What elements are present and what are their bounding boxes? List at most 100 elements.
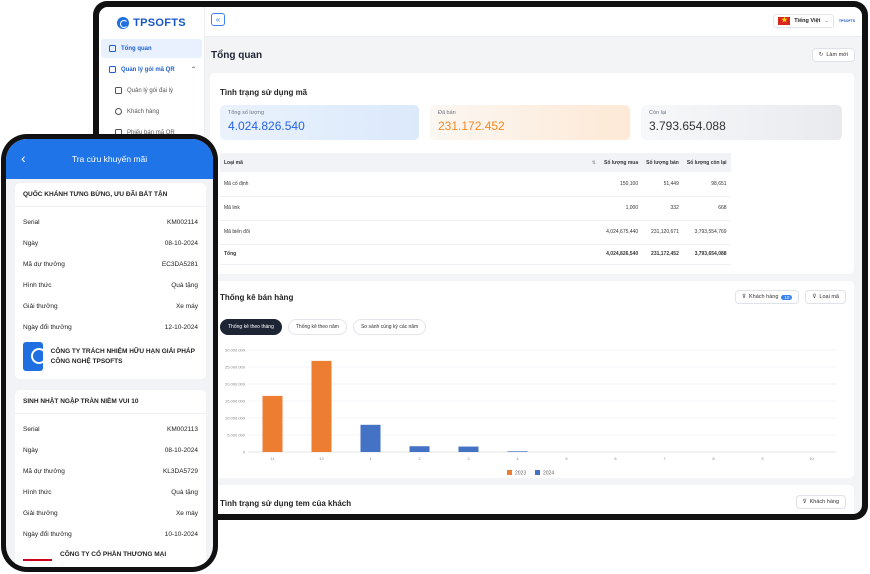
legend-label: 2024 bbox=[543, 471, 554, 477]
x-tick-label: 7 bbox=[663, 456, 666, 461]
sales-filters: ⊽ Khách hàng 10 ⊽ Loại mã bbox=[734, 290, 846, 304]
promo-row: Ngày đổi thưởng 12-10-2024 bbox=[23, 324, 198, 331]
company-logo bbox=[23, 549, 52, 561]
y-tick-label: 5.000.000 bbox=[227, 433, 246, 438]
x-tick-label: 8 bbox=[712, 456, 715, 461]
bar-2024 bbox=[360, 424, 381, 452]
promo-row: Giải thưởng Xe máy bbox=[23, 303, 198, 310]
y-tick-label: 10.000.000 bbox=[225, 416, 246, 421]
customer-usage-filter-button[interactable]: ⊽ Khách hàng bbox=[795, 495, 846, 509]
company-name: CÔNG TY CỔ PHẦN THƯƠNG MẠI bbox=[60, 551, 167, 559]
chevron-up-icon: ⌃ bbox=[190, 67, 196, 73]
legend-swatch-2024 bbox=[535, 470, 540, 475]
legend-label: 2023 bbox=[515, 471, 526, 477]
filter-icon: ⊽ bbox=[802, 499, 807, 505]
column-header[interactable]: Loại mã ⇅ bbox=[220, 153, 600, 172]
x-tick-label: 11 bbox=[270, 456, 275, 461]
language-selector[interactable]: Tiếng Việt ⌄ bbox=[773, 14, 834, 28]
filter-count-badge: 10 bbox=[781, 294, 793, 300]
y-tick-label: 20.000.000 bbox=[225, 382, 246, 387]
legend-swatch-2023 bbox=[507, 470, 512, 475]
dashboard-screen: TPSOFTS Tổng quan Quản lý gói mã QR ⌃ Qu… bbox=[99, 7, 862, 514]
chevron-down-icon: ⌄ bbox=[824, 18, 829, 24]
column-header[interactable]: Số lượng bán bbox=[642, 153, 683, 172]
refresh-icon: ↻ bbox=[818, 52, 824, 58]
sidebar-item-label: Quản lý gói đại lý bbox=[127, 87, 174, 94]
x-tick-label: 2 bbox=[418, 456, 421, 461]
phone-frame: ‹ Tra cứu khuyến mãi QUỐC KHÁNH TƯNG BỪN… bbox=[1, 134, 218, 572]
x-tick-label: 10 bbox=[809, 456, 814, 461]
logo-icon bbox=[117, 17, 130, 29]
customer-filter-button[interactable]: ⊽ Khách hàng 10 bbox=[734, 290, 800, 304]
promo-card[interactable]: QUỐC KHÁNH TƯNG BỪNG, ƯU ĐÃI BẤT TẬN Ser… bbox=[15, 183, 206, 379]
bar-2024 bbox=[507, 451, 528, 452]
promo-row: Hình thức Quà tặng bbox=[23, 282, 198, 289]
table-total-row: Tổng 4,024,826,540 231,172,452 3,793,654,08… bbox=[220, 244, 731, 265]
card-title: Tình trạng sử dụng mã bbox=[220, 88, 308, 97]
code-type-filter-button[interactable]: ⊽ Loại mã bbox=[805, 290, 846, 304]
promo-row: Serial KM002114 bbox=[23, 219, 198, 226]
sales-bar-chart: 30.000.000 25.000.000 20.000.000 1 5.000.000… bbox=[225, 348, 836, 477]
page-header: Tổng quan ↻ Làm mới bbox=[205, 37, 862, 73]
language-label: Tiếng Việt bbox=[794, 18, 821, 24]
refresh-button[interactable]: ↻ Làm mới bbox=[811, 48, 855, 62]
stat-remaining: Còn lại 3.793.654.088 bbox=[641, 105, 842, 140]
promo-row: Hình thức Quà tặng bbox=[23, 489, 198, 496]
back-arrow-icon[interactable]: ‹ bbox=[21, 150, 26, 166]
y-tick-label: 25.000.000 bbox=[225, 365, 246, 370]
company-name: CÔNG TY TRÁCH NHIỆM HỮU HẠN GIẢI PHÁP CÔ… bbox=[50, 348, 195, 365]
usage-table: Loại mã ⇅ Số lượng mua Số lượng bán Số lư… bbox=[220, 153, 731, 265]
filter-icon: ⊽ bbox=[812, 294, 817, 300]
bar-2023 bbox=[311, 360, 332, 452]
sidebar-item-label: Khách hàng bbox=[127, 108, 160, 115]
table-row: Mã link 1,000 332 668 bbox=[220, 196, 731, 221]
promo-row: Ngày 08-10-2024 bbox=[23, 447, 198, 454]
collapse-sidebar-button[interactable]: « bbox=[211, 13, 225, 26]
bar-2023 bbox=[262, 395, 283, 452]
promo-card[interactable]: SINH NHẬT NGẬP TRÀN NIỀM VUI 10 Serial KM… bbox=[15, 390, 206, 567]
table-row: Mã cố định 150,100 51,449 98,651 bbox=[220, 172, 731, 197]
page-title: Tổng quan bbox=[211, 49, 263, 61]
dashboard-icon bbox=[109, 45, 116, 52]
promo-title: QUỐC KHÁNH TƯNG BỪNG, ƯU ĐÃI BẤT TẬN bbox=[15, 183, 206, 207]
tab-yearly[interactable]: Thống kê theo năm bbox=[287, 319, 347, 335]
laptop-frame: TPSOFTS Tổng quan Quản lý gói mã QR ⌃ Qu… bbox=[93, 1, 868, 520]
table-row: Mã biến đổi 4,024,675,440 231,120,671 3,793… bbox=[220, 220, 731, 245]
promo-row: Mã dự thưởng EC3DA5281 bbox=[23, 261, 198, 268]
tab-monthly[interactable]: Thống kê theo tháng bbox=[220, 319, 282, 335]
qr-icon bbox=[109, 66, 116, 73]
card-title: Tình trạng sử dụng tem của khách bbox=[220, 499, 352, 508]
company-block: CÔNG TY CỔ PHẦN THƯƠNG MẠI bbox=[15, 545, 206, 565]
y-tick-label: 0 bbox=[243, 450, 246, 455]
sort-icon: ⇅ bbox=[591, 159, 596, 166]
app-logo: TPSOFTS bbox=[99, 9, 204, 37]
sidebar-item-agent-packages[interactable]: Quản lý gói đại lý bbox=[101, 81, 202, 100]
code-usage-card: Tình trạng sử dụng mã Tổng số lượng 4.02… bbox=[210, 73, 854, 274]
phone-title: Tra cứu khuyến mãi bbox=[71, 154, 148, 164]
column-header[interactable]: Số lượng còn lại bbox=[682, 153, 731, 172]
company-block: CÔNG TY TRÁCH NHIỆM HỮU HẠN GIẢI PHÁP CÔ… bbox=[15, 338, 206, 375]
promo-row: Ngày 08-10-2024 bbox=[23, 240, 198, 247]
column-header[interactable]: Số lượng mua bbox=[600, 153, 643, 172]
tab-compare[interactable]: So sánh cùng kỳ các năm bbox=[352, 319, 427, 335]
phone-header: ‹ Tra cứu khuyến mãi bbox=[6, 139, 213, 179]
customer-usage-card: Tình trạng sử dụng tem của khách ⊽ Khách… bbox=[210, 485, 854, 514]
phone-screen: ‹ Tra cứu khuyến mãi QUỐC KHÁNH TƯNG BỪN… bbox=[6, 139, 213, 567]
user-avatar[interactable]: TPSOFTS bbox=[838, 19, 856, 23]
vietnam-flag-icon bbox=[778, 16, 791, 25]
bar-2024 bbox=[409, 446, 430, 452]
promo-row: Giải thưởng Xe máy bbox=[23, 510, 198, 517]
x-tick-label: 4 bbox=[516, 456, 519, 461]
package-icon bbox=[115, 87, 122, 94]
sidebar-item-label: Tổng quan bbox=[121, 45, 152, 52]
sales-stats-card: Thống kê bán hàng ⊽ Khách hàng 10 ⊽ Loại… bbox=[210, 281, 854, 478]
promo-row: Mã dự thưởng KL3DA5729 bbox=[23, 468, 198, 475]
filter-icon: ⊽ bbox=[741, 294, 747, 300]
sidebar-item-customers[interactable]: Khách hàng bbox=[101, 102, 202, 121]
sidebar-item-qr-packages[interactable]: Quản lý gói mã QR ⌃ bbox=[101, 60, 202, 79]
company-logo bbox=[23, 342, 47, 371]
y-tick-label: 30.000.000 bbox=[225, 348, 246, 353]
sidebar-item-overview[interactable]: Tổng quan bbox=[101, 39, 202, 58]
x-tick-label: 1 bbox=[369, 456, 372, 461]
bar-2024 bbox=[458, 446, 479, 452]
